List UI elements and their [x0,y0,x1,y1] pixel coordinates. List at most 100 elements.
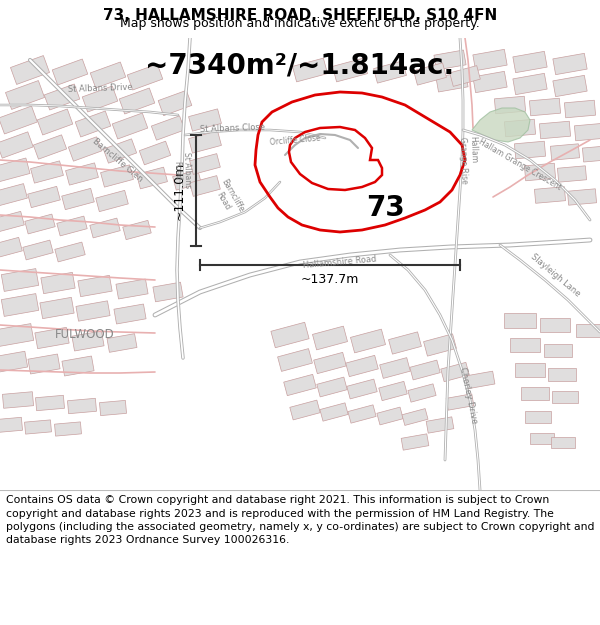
Polygon shape [139,141,171,165]
Polygon shape [583,146,600,162]
Polygon shape [380,357,410,378]
Polygon shape [112,113,148,139]
Polygon shape [0,324,34,346]
Polygon shape [574,123,600,141]
Polygon shape [473,49,507,71]
Polygon shape [557,166,587,182]
Polygon shape [41,272,75,294]
Polygon shape [575,324,600,336]
Polygon shape [0,158,30,182]
Polygon shape [374,61,406,83]
Polygon shape [100,401,127,416]
Polygon shape [473,71,507,92]
Polygon shape [44,84,80,110]
Polygon shape [34,135,67,159]
Polygon shape [402,409,428,426]
Text: Orcliffe Close: Orcliffe Close [269,133,321,147]
Polygon shape [10,56,50,84]
Polygon shape [65,163,98,185]
Polygon shape [153,282,183,302]
Polygon shape [127,64,163,90]
Polygon shape [449,66,481,86]
Polygon shape [68,137,101,161]
Polygon shape [504,312,536,328]
Text: Chorley Drive: Chorley Drive [458,366,478,424]
Polygon shape [568,189,596,205]
Polygon shape [0,418,23,432]
Polygon shape [25,420,52,434]
Polygon shape [107,334,137,352]
Polygon shape [28,186,61,208]
Polygon shape [37,109,73,135]
Polygon shape [158,91,192,116]
Polygon shape [90,218,120,238]
Text: ~7340m²/~1.814ac.: ~7340m²/~1.814ac. [145,52,455,80]
Text: Hallam Grange Crescent: Hallam Grange Crescent [477,138,563,192]
Polygon shape [137,167,167,189]
Text: St Albans Close: St Albans Close [199,122,265,134]
Polygon shape [0,132,33,158]
Text: Hallamshire Road: Hallamshire Road [303,254,377,270]
Polygon shape [0,238,22,259]
Polygon shape [90,62,126,88]
Polygon shape [35,328,69,349]
Polygon shape [529,98,560,116]
Polygon shape [350,329,386,353]
Polygon shape [446,394,474,410]
Polygon shape [278,349,313,371]
Polygon shape [494,96,526,114]
Polygon shape [505,119,536,137]
Polygon shape [57,216,87,236]
Polygon shape [0,211,25,232]
Text: St Albans
Road: St Albans Road [172,151,193,189]
Polygon shape [76,301,110,321]
Text: 73: 73 [365,194,404,222]
Polygon shape [101,165,133,187]
Polygon shape [1,294,39,316]
Text: St Albans Drive: St Albans Drive [67,82,133,94]
Polygon shape [119,88,155,114]
Polygon shape [514,141,545,159]
Polygon shape [332,58,368,82]
Polygon shape [0,184,28,206]
Polygon shape [535,187,566,203]
Polygon shape [31,161,64,183]
Polygon shape [0,106,37,134]
Polygon shape [379,381,407,401]
Polygon shape [78,276,112,297]
Polygon shape [72,331,104,351]
Polygon shape [290,400,320,420]
Polygon shape [513,51,547,72]
Polygon shape [424,334,457,356]
Text: FULWOOD: FULWOOD [55,329,115,341]
Polygon shape [116,279,148,299]
Polygon shape [35,395,65,411]
Polygon shape [565,100,596,118]
Polygon shape [550,144,580,160]
Polygon shape [190,154,220,174]
Polygon shape [510,338,540,352]
Polygon shape [173,170,202,190]
Text: 73, HALLAMSHIRE ROAD, SHEFFIELD, S10 4FN: 73, HALLAMSHIRE ROAD, SHEFFIELD, S10 4FN [103,8,497,23]
Polygon shape [284,374,316,396]
Text: ~111.0m: ~111.0m [173,161,186,219]
Polygon shape [23,240,53,260]
Polygon shape [271,322,309,348]
Polygon shape [465,371,495,389]
Polygon shape [123,221,151,239]
Polygon shape [539,121,571,139]
Polygon shape [292,58,328,82]
Polygon shape [25,214,55,234]
Text: Slayleigh Lane: Slayleigh Lane [529,252,581,298]
Polygon shape [524,163,556,181]
Polygon shape [1,269,39,291]
Polygon shape [188,109,221,131]
Polygon shape [317,377,347,397]
Polygon shape [513,73,547,94]
Polygon shape [377,407,403,425]
Polygon shape [347,379,377,399]
Polygon shape [515,363,545,377]
Polygon shape [472,108,530,142]
Polygon shape [313,326,347,350]
Polygon shape [62,188,94,209]
